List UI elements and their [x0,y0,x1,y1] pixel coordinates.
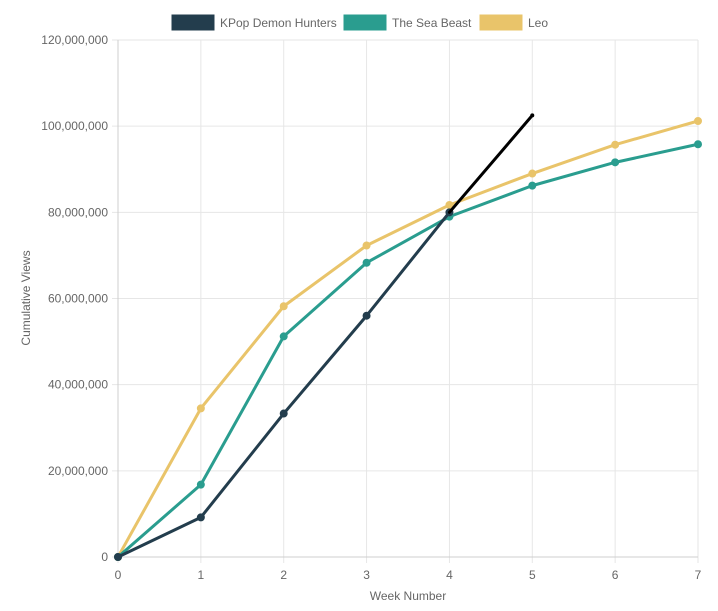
y-tick-label: 0 [101,550,108,564]
data-point [611,140,620,149]
y-tick-label: 40,000,000 [48,378,108,392]
data-point [196,404,205,413]
data-point [528,169,537,178]
legend-item[interactable]: Leo [479,14,548,31]
legend-label: KPop Demon Hunters [220,16,337,30]
data-point [279,332,288,341]
data-point [196,513,205,522]
y-tick-label: 120,000,000 [41,33,108,47]
data-point [196,480,205,489]
x-tick-label: 3 [363,568,370,582]
grid-layer [112,39,699,563]
data-point [694,140,702,149]
data-point [611,158,620,167]
data-point [362,258,371,267]
legend-swatch [479,14,523,31]
x-tick-label: 1 [198,568,205,582]
series-layer [114,116,702,561]
x-tick-label: 2 [280,568,287,582]
y-tick-label: 100,000,000 [41,119,108,133]
legend-swatch [343,14,387,31]
x-tick-label: 5 [529,568,536,582]
data-point [362,311,371,320]
data-point [114,553,122,561]
series-line [116,142,700,559]
annotation-line [447,113,534,214]
y-axis-title: Cumulative Views [19,250,33,345]
data-point [528,181,537,190]
legend-label: The Sea Beast [392,16,472,30]
y-tick-label: 60,000,000 [48,292,108,306]
y-tick-label: 80,000,000 [48,205,108,219]
x-tick-label: 7 [695,568,702,582]
x-axis-title: Week Number [370,589,446,603]
x-tick-label: 4 [446,568,453,582]
legend-item[interactable]: KPop Demon Hunters [171,14,337,31]
data-point [279,302,288,311]
data-point [362,241,371,250]
legend-swatch [171,14,215,31]
x-tick-label: 0 [115,568,122,582]
legend-label: Leo [528,16,548,30]
legend-item[interactable]: The Sea Beast [343,14,472,31]
y-tick-label: 20,000,000 [48,464,108,478]
annotation-layer [447,113,535,214]
series-line [116,119,700,559]
axis-layer: 0 20,000,000 40,000,000 60,000,000 80,000,00… [41,33,701,582]
legend[interactable]: KPop Demon Hunters The Sea Beast Leo [171,14,548,31]
data-point [279,409,288,418]
data-point [694,116,702,125]
annotation-endpoint [530,113,535,118]
x-tick-label: 6 [612,568,619,582]
